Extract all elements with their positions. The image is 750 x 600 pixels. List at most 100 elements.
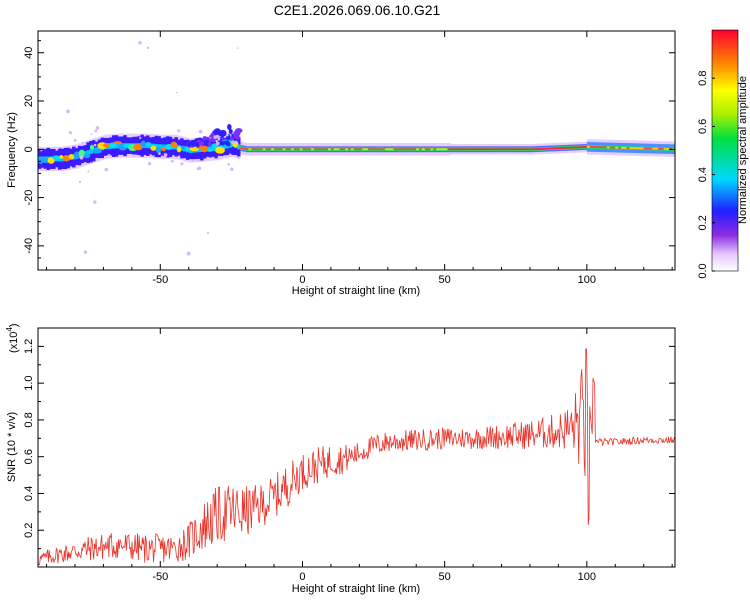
spectrogram-ridge-cell <box>376 148 380 151</box>
snr-series-group <box>38 347 675 566</box>
colorbar-label: Normalized spectral amplitude <box>737 76 749 224</box>
spectrogram-ridge-cell <box>566 146 571 149</box>
colorbar-tick-label: 0.4 <box>697 167 709 182</box>
spectrogram-noise-dot <box>177 129 181 133</box>
snr-y-tick-label: 0.6 <box>23 449 35 464</box>
spectrogram-noise-dot <box>180 162 184 166</box>
spectrogram-halo-cell <box>675 142 678 157</box>
spectrogram-ridge-cell <box>620 146 625 149</box>
spectrogram-ridge-cell <box>333 148 338 151</box>
spectrogram-x-label: Height of straight line (km) <box>292 285 420 297</box>
spectrogram-ridge-cell <box>347 148 352 151</box>
spectrogram-core-cell <box>211 146 215 151</box>
spectrogram-blob <box>206 148 213 152</box>
spectrogram-blob <box>89 144 95 150</box>
spectrogram-ridge-cell <box>549 147 554 150</box>
snr-y-multiplier: (x104) <box>5 323 20 353</box>
spectrogram-blob <box>78 149 85 158</box>
spectrogram-ridge-cell <box>379 148 383 151</box>
spectrogram-noise-dot <box>94 129 98 133</box>
spectrogram-ridge-cell <box>467 148 471 151</box>
spectrogram-ridge-cell <box>603 146 608 149</box>
spectrogram-plume-dot <box>236 135 240 140</box>
spectrogram-ridge-cell <box>629 147 633 149</box>
spectrogram-ridge-cell <box>532 148 537 151</box>
spectrogram-ridge-cell <box>675 148 678 150</box>
spectrogram-ridge-cell <box>421 148 426 151</box>
spectrogram-ridge-cell <box>510 148 514 151</box>
spectrogram-core-cell <box>97 146 102 152</box>
snr-multiplier-exp: 4 <box>5 327 14 332</box>
snr-x-tick-label: 100 <box>578 571 596 583</box>
snr-x-tick-label: 0 <box>299 571 305 583</box>
spectrogram-noise-dot <box>87 170 90 173</box>
spectrogram-ridge-cell <box>419 148 423 151</box>
spectrogram-x-tick-label: 50 <box>439 274 451 286</box>
spectrogram-ridge-cell <box>606 146 611 149</box>
spectrogram-plume-dot <box>187 141 191 148</box>
spectrogram-ridge-cell <box>239 147 244 149</box>
spectrogram-ridge-cell <box>663 148 668 150</box>
snr-y-tick-label: 0.2 <box>23 523 35 538</box>
spectrogram-plume-dot <box>194 141 200 147</box>
spectrogram-ridge-cell <box>330 148 335 151</box>
spectrogram-noise-dot <box>81 141 84 144</box>
spectrogram-ridge-cell <box>396 148 400 151</box>
spectrogram-noise-dot <box>191 159 194 162</box>
spectrogram-ridge-cell <box>493 148 497 151</box>
spectrogram-noise-dot <box>170 159 174 163</box>
spectrogram-noise-dot <box>66 109 70 114</box>
spectrogram-ridge-cell <box>274 148 278 151</box>
spectrogram-core-cell <box>163 144 167 150</box>
spectrogram-ridge-cell <box>598 146 602 149</box>
spectrogram-plume-dot <box>228 128 233 135</box>
spectrogram-ridge-cell <box>359 148 363 151</box>
spectrogram-core-cell <box>222 144 227 150</box>
spectrogram-x-tick-label: 0 <box>299 274 305 286</box>
spectrogram-core-cell <box>675 148 678 151</box>
spectrogram-ridge-cell <box>256 148 261 151</box>
spectrogram-plume-dot <box>202 136 207 141</box>
spectrogram-ridge-cell <box>407 148 412 151</box>
spectrogram-ridge-cell <box>481 148 486 151</box>
spectrogram-ridge-cell <box>441 148 446 151</box>
spectrogram-ridge-cell <box>356 148 360 151</box>
spectrogram-ridge-cell <box>581 146 585 148</box>
spectrogram-ridge-cell <box>251 148 255 151</box>
spectrogram-ridge-cell <box>433 148 437 151</box>
spectrogram-ridge-cell <box>393 148 397 151</box>
spectrogram-ridge-cell <box>390 148 395 151</box>
spectrogram-noise-dot <box>93 200 97 204</box>
snr-multiplier-close: ) <box>8 323 20 327</box>
spectrogram-plume-dot <box>230 137 234 141</box>
spectrogram-ridge-cell <box>285 148 289 151</box>
spectrogram-noise-dot <box>218 135 221 138</box>
spectrogram-noise-dot <box>93 143 97 147</box>
spectrogram-ridge-cell <box>444 148 449 151</box>
spectrogram-blob <box>113 141 122 145</box>
spectrogram-x-tick-label: 100 <box>578 274 596 286</box>
spectrogram-plume-dot <box>189 140 196 146</box>
spectrogram-ridge-cell <box>404 148 409 151</box>
spectrogram-ridge-cell <box>458 148 463 151</box>
spectrogram-noise-dot <box>139 136 142 140</box>
spectrogram-ridge-cell <box>595 146 599 148</box>
spectrogram-y-tick-label: 20 <box>23 95 35 107</box>
spectrogram-ridge-cell <box>541 147 545 150</box>
spectrogram-plume-dot <box>205 139 209 144</box>
spectrogram-noise-dot <box>226 133 229 137</box>
spectrogram-ridge-cell <box>339 148 343 151</box>
spectrogram-ridge-cell <box>279 148 284 151</box>
spectrogram-ridge-cell <box>268 148 272 151</box>
spectrogram-ridge-cell <box>504 148 508 151</box>
snr-x-label: Height of straight line (km) <box>292 583 420 595</box>
spectrogram-noise-dot <box>213 135 218 139</box>
spectrogram-noise-dot <box>163 153 168 157</box>
spectrogram-blob <box>68 153 75 160</box>
spectrogram-core-cell <box>160 144 164 150</box>
spectrogram-ridge-cell <box>254 148 258 151</box>
snr-y-label: SNR (10 * v/v) <box>6 412 18 482</box>
spectrogram-ridge-cell <box>382 148 386 151</box>
spectrogram-ridge-cell <box>399 148 403 151</box>
colorbar: 0.0 0.2 0.4 0.6 0.8 Normalized spectral ampl… <box>697 29 749 279</box>
